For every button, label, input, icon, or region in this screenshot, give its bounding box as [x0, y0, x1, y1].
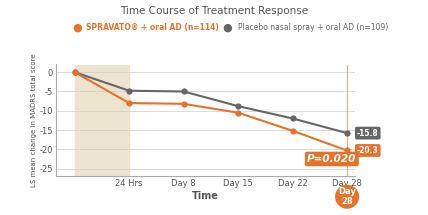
Text: -15.8: -15.8 — [357, 129, 379, 138]
Text: P=0.020: P=0.020 — [307, 154, 357, 164]
Y-axis label: LS mean change in MADRS total score: LS mean change in MADRS total score — [30, 54, 36, 187]
Text: Day
28: Day 28 — [338, 187, 356, 206]
X-axis label: Time: Time — [192, 191, 219, 201]
Text: ●: ● — [222, 23, 232, 33]
Text: -20.3: -20.3 — [357, 146, 379, 155]
Text: ●: ● — [72, 23, 82, 33]
Bar — [75, 64, 129, 176]
Text: SPRAVATO® + oral AD (n=114): SPRAVATO® + oral AD (n=114) — [86, 23, 218, 32]
Text: Time Course of Treatment Response: Time Course of Treatment Response — [120, 6, 308, 17]
Text: Placebo nasal spray + oral AD (n=109): Placebo nasal spray + oral AD (n=109) — [238, 23, 388, 32]
